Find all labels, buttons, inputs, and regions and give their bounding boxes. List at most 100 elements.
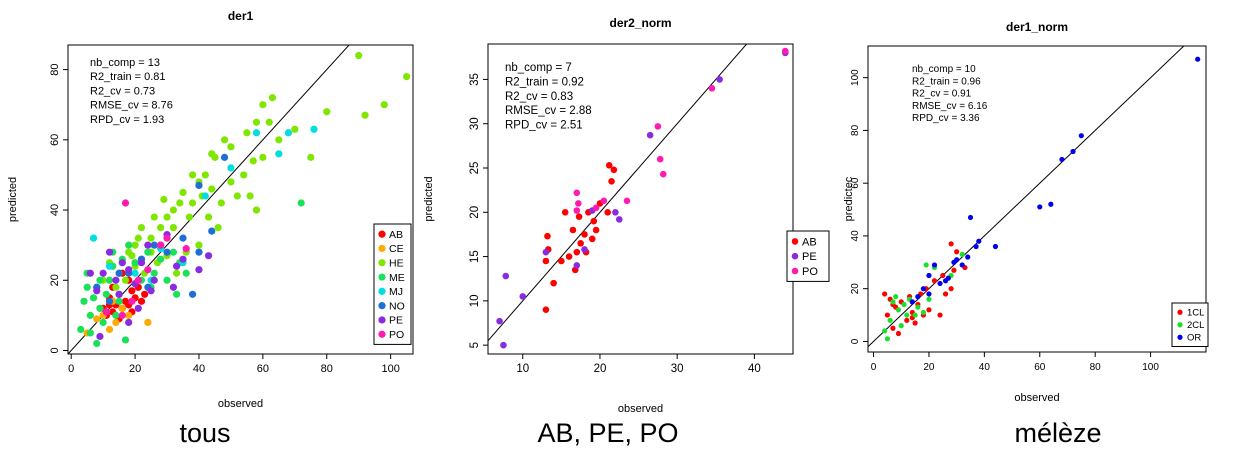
data-point-ce	[93, 315, 101, 323]
data-point-he	[233, 192, 241, 200]
data-point-ab	[573, 248, 581, 256]
data-point-he	[173, 269, 181, 277]
data-point-he	[268, 94, 277, 102]
data-point-he	[131, 241, 139, 249]
x-tick-label: 80	[1090, 362, 1102, 373]
x-tick-label: 60	[257, 363, 269, 375]
caption-1: tous	[179, 418, 231, 448]
data-point-ce	[118, 304, 126, 312]
data-point-he	[214, 223, 222, 232]
data-point-he	[227, 143, 235, 151]
data-point-he	[188, 199, 197, 207]
data-point-or	[915, 294, 921, 300]
data-point-or	[1195, 56, 1201, 62]
x-axis-label: observed	[1014, 392, 1059, 404]
data-point-ab	[569, 226, 577, 234]
x-tick-label: 40	[979, 362, 991, 373]
data-point-me	[105, 276, 114, 284]
data-point-me	[173, 290, 181, 298]
data-point-mj	[310, 125, 318, 133]
stats-line: RMSE_cv = 2.88	[505, 105, 592, 117]
data-point-po	[623, 197, 631, 205]
data-point-he	[188, 171, 197, 179]
chart-3: der1_norm 0 20 40 60 80 100 0 20 40 60 80 100 observe…	[843, 20, 1209, 404]
data-point-or	[931, 262, 938, 268]
y-axis-label: predicted	[7, 177, 19, 222]
data-point-po	[163, 234, 171, 242]
data-point-po	[128, 297, 136, 305]
data-point-2cl	[920, 309, 927, 316]
data-point-he	[243, 129, 251, 137]
data-point-1cl	[954, 249, 960, 255]
data-point-me	[121, 336, 130, 344]
data-point-ab	[605, 162, 613, 169]
y-tick-label: 0	[850, 338, 861, 344]
data-point-po	[144, 266, 152, 274]
data-point-po	[575, 200, 582, 207]
data-point-1cl	[937, 312, 943, 318]
data-point-he	[246, 192, 254, 200]
x-tick-label: 10	[516, 363, 529, 375]
data-point-or	[926, 272, 932, 279]
data-point-or	[959, 262, 965, 268]
data-point-1cl	[884, 312, 890, 318]
data-point-1cl	[942, 291, 949, 297]
data-point-ab	[561, 208, 569, 216]
legend-label: PE	[802, 251, 817, 263]
data-point-pe	[144, 241, 152, 249]
data-point-or	[992, 243, 999, 250]
y-tick-label: 20	[850, 283, 861, 295]
data-point-he	[195, 241, 203, 249]
plot-frame	[487, 43, 794, 355]
data-point-he	[137, 223, 146, 232]
data-point-2cl	[884, 336, 890, 342]
data-point-he	[240, 171, 248, 179]
data-point-no	[208, 227, 216, 235]
stats-line: nb_comp = 10	[912, 64, 976, 75]
data-point-pe	[125, 266, 133, 274]
data-point-mj	[105, 262, 114, 270]
data-point-1cl	[890, 325, 896, 331]
x-tick-label: 30	[671, 363, 684, 375]
data-point-mj	[252, 129, 261, 137]
data-point-ce	[144, 318, 152, 326]
data-point-pe	[204, 252, 213, 260]
data-point-1cl	[904, 317, 910, 323]
data-point-no	[105, 297, 114, 305]
data-point-ce	[112, 318, 120, 326]
stats-line: RMSE_cv = 8.76	[90, 100, 173, 112]
data-point-ab	[558, 257, 565, 265]
identity-line	[488, 44, 748, 342]
data-point-2cl	[915, 304, 921, 310]
data-point-2cl	[959, 251, 965, 257]
x-tick-label: 40	[748, 363, 761, 375]
data-point-he	[169, 223, 178, 232]
data-point-he	[150, 213, 158, 221]
data-point-he	[403, 73, 411, 81]
data-point-ab	[137, 297, 146, 305]
data-point-or	[973, 243, 979, 250]
data-point-pe	[105, 248, 114, 256]
legend-label: ME	[389, 272, 405, 284]
data-point-he	[227, 178, 235, 186]
data-point-pe	[118, 259, 126, 267]
data-point-or	[909, 299, 915, 305]
chart-title: der2_norm	[609, 16, 671, 30]
data-point-po	[118, 311, 126, 319]
y-tick-label: 20	[49, 274, 61, 286]
data-point-1cl	[912, 320, 918, 326]
data-point-pe	[195, 266, 203, 274]
data-point-or	[937, 280, 943, 287]
y-tick-label: 60	[850, 177, 861, 189]
data-point-he	[176, 199, 184, 207]
x-tick-label: 0	[871, 362, 877, 373]
data-point-me	[80, 297, 88, 305]
data-point-pe	[125, 318, 133, 326]
data-point-me	[96, 304, 104, 312]
data-point-he	[185, 213, 193, 221]
data-point-me	[77, 325, 85, 334]
legend-label: 2CL	[1187, 320, 1204, 331]
data-point-or	[920, 286, 927, 292]
y-tick-label: 25	[469, 162, 481, 175]
legend-marker	[1177, 309, 1183, 315]
